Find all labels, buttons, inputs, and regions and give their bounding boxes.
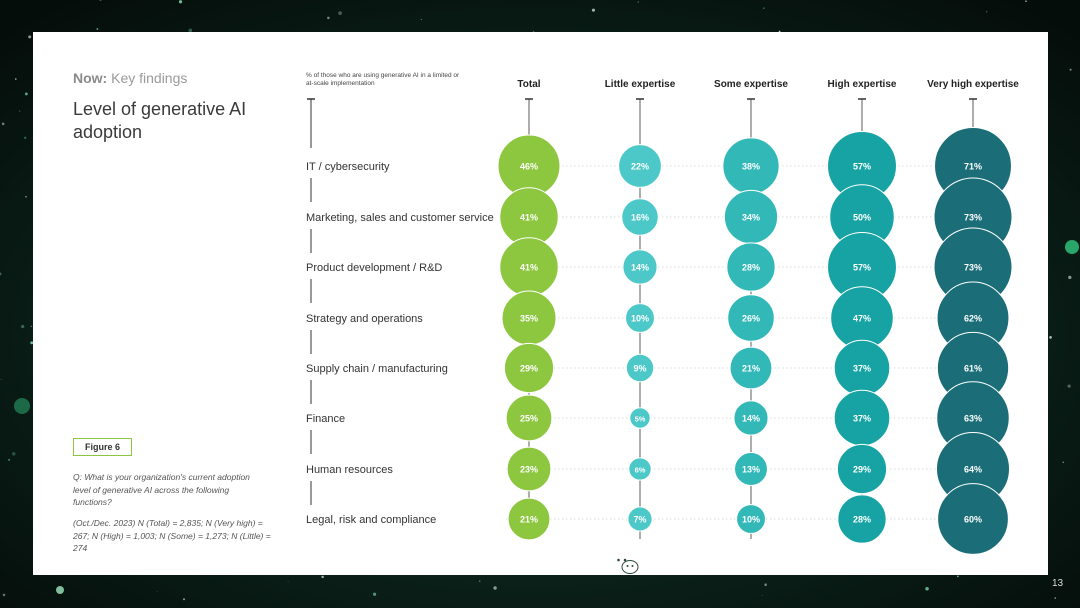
bubble-value-label: 16% xyxy=(631,213,649,223)
bubble xyxy=(628,457,652,481)
bubble-value-label: 23% xyxy=(520,465,538,475)
bubble xyxy=(837,494,887,544)
bubble-value-label: 50% xyxy=(853,213,871,223)
bubble-value-label: 37% xyxy=(853,414,871,424)
bubble xyxy=(506,446,552,492)
bubble-value-label: 73% xyxy=(964,213,982,223)
row-label: Strategy and operations xyxy=(306,313,423,325)
bubble-value-label: 21% xyxy=(520,515,538,525)
bubble-value-label: 64% xyxy=(964,465,982,475)
sample-size-note: (Oct./Dec. 2023) N (Total) = 2,835; N (V… xyxy=(73,518,271,553)
bubble xyxy=(629,407,651,429)
page-number: 13 xyxy=(1052,578,1064,589)
bubble-value-label: 9% xyxy=(633,364,646,374)
bubble-value-label: 29% xyxy=(520,364,538,374)
bubble xyxy=(937,483,1009,555)
bubble-value-label: 37% xyxy=(853,364,871,374)
survey-question: Q: What is your organization's current a… xyxy=(73,472,250,507)
bubble xyxy=(734,452,768,486)
column-header: Very high expertise xyxy=(927,79,1019,90)
bubble-value-label: 13% xyxy=(742,465,760,475)
bubble-value-label: 38% xyxy=(742,162,760,172)
chart-note: % of those who are using generative AI i… xyxy=(306,72,460,87)
bubble xyxy=(625,303,655,333)
bubble xyxy=(729,346,773,390)
bubble-value-label: 29% xyxy=(853,465,871,475)
bubble xyxy=(736,504,766,534)
watermark-text: 公众号 · 计算机与网络安全 xyxy=(648,554,925,579)
bubble-value-label: 62% xyxy=(964,314,982,324)
bubble-value-label: 6% xyxy=(635,466,646,475)
bubble-value-label: 22% xyxy=(631,162,649,172)
bubble xyxy=(727,294,775,342)
column-header: Little expertise xyxy=(605,79,676,90)
row-label: Supply chain / manufacturing xyxy=(306,363,448,375)
figure-label: Figure 6 xyxy=(73,438,133,456)
bubble-value-label: 14% xyxy=(631,263,649,273)
bubble-value-label: 57% xyxy=(853,162,871,172)
column-header: High expertise xyxy=(828,79,897,90)
bubble-value-label: 26% xyxy=(742,314,760,324)
bubble-value-label: 71% xyxy=(964,162,982,172)
bubble xyxy=(505,394,553,442)
column-header: Total xyxy=(517,79,540,90)
bubble-value-label: 34% xyxy=(742,213,760,223)
row-label: Marketing, sales and customer service xyxy=(306,212,494,224)
bubble-value-label: 21% xyxy=(742,364,760,374)
row-label: Product development / R&D xyxy=(306,262,442,274)
bubble-value-label: 35% xyxy=(520,314,538,324)
bubble-value-label: 5% xyxy=(635,415,646,424)
bubble-value-label: 47% xyxy=(853,314,871,324)
bubble xyxy=(618,144,662,188)
row-label: Finance xyxy=(306,413,345,425)
bubble-value-label: 61% xyxy=(964,364,982,374)
column-header: Some expertise xyxy=(714,79,788,90)
bubble xyxy=(621,198,659,236)
bubble xyxy=(622,249,658,285)
bubble xyxy=(733,400,769,436)
bubble-value-label: 63% xyxy=(964,414,982,424)
bubble xyxy=(836,443,888,495)
bubble-value-label: 41% xyxy=(520,263,538,273)
row-label: Human resources xyxy=(306,464,393,476)
bubble-value-label: 41% xyxy=(520,213,538,223)
bubble xyxy=(726,242,776,292)
bubble xyxy=(625,353,655,383)
bubble-value-label: 57% xyxy=(853,263,871,273)
page-title: Level of generative AI adoption xyxy=(73,99,247,142)
bubble-value-label: 10% xyxy=(742,515,760,525)
bubble-value-label: 10% xyxy=(631,314,649,324)
bubble-value-label: 46% xyxy=(520,162,538,172)
section-kicker: Now: Key findings xyxy=(73,70,188,86)
bubble xyxy=(503,342,555,394)
slide-panel: Now: Key findings Level of generative AI… xyxy=(33,32,1048,575)
row-label: Legal, risk and compliance xyxy=(306,514,436,526)
bubble-chart: Total Little expertise Some expertise High … xyxy=(306,79,1019,555)
bubble-value-label: 25% xyxy=(520,414,538,424)
bubble xyxy=(627,506,653,532)
bubble-value-label: 14% xyxy=(742,414,760,424)
bubble-value-label: 73% xyxy=(964,263,982,273)
bubble-value-label: 28% xyxy=(742,263,760,273)
bubble-value-label: 60% xyxy=(964,515,982,525)
row-label: IT / cybersecurity xyxy=(306,161,390,173)
bubble-value-label: 28% xyxy=(853,515,871,525)
bubble-value-label: 7% xyxy=(633,515,646,525)
wechat-icon xyxy=(612,554,639,574)
bubble xyxy=(507,497,551,541)
